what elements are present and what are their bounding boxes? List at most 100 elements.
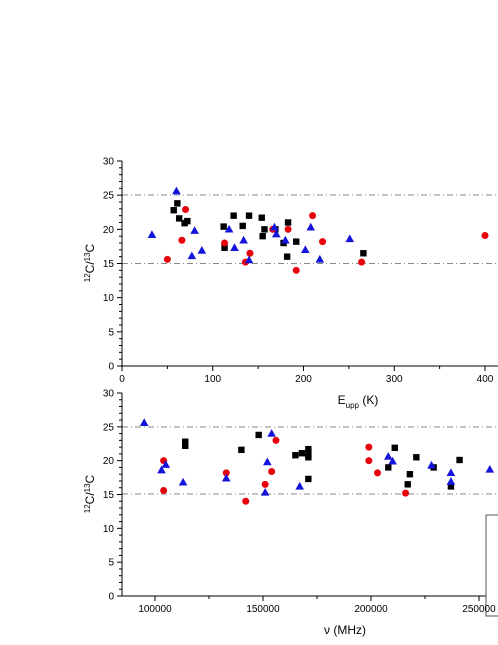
x-tick-label: 400 — [477, 374, 494, 385]
y-tick-label: 0 — [108, 362, 114, 373]
y-tick-label: 15 — [103, 259, 115, 270]
x-axis-title: ν (MHz) — [324, 623, 366, 637]
data-point-triangle — [244, 255, 254, 264]
data-point-triangle — [281, 235, 290, 244]
data-point-triangle — [239, 235, 248, 244]
data-point-triangle — [147, 230, 157, 238]
data-point-triangle — [295, 481, 305, 490]
data-point-triangle — [306, 222, 316, 231]
y-tick-label: 20 — [103, 456, 115, 467]
data-point-triangle — [446, 477, 456, 485]
data-point-square — [182, 442, 189, 449]
data-point-triangle — [178, 477, 188, 486]
data-point-square — [174, 200, 181, 207]
data-point-square — [230, 212, 237, 219]
data-point-square — [239, 222, 246, 230]
data-point-square — [293, 238, 300, 245]
data-point-triangle — [139, 418, 149, 426]
data-point-triangle — [271, 229, 281, 238]
data-points — [147, 186, 489, 274]
data-point-square — [259, 232, 266, 240]
data-point-circle — [272, 436, 280, 444]
data-point-triangle — [383, 452, 393, 460]
data-point-square — [221, 244, 228, 251]
x-tick-label: 250000 — [462, 604, 496, 615]
y-tick-label: 30 — [103, 389, 115, 400]
data-point-square — [447, 483, 455, 490]
data-point-triangle — [267, 429, 276, 437]
data-point-triangle — [301, 245, 310, 254]
x-axis-title: Eupp (K) — [338, 393, 379, 410]
legend-box — [485, 514, 498, 617]
data-point-circle — [358, 258, 366, 266]
x-tick-label: 0 — [119, 374, 125, 385]
data-point-triangle — [446, 468, 456, 477]
data-point-square — [305, 451, 312, 458]
data-point-square — [238, 446, 245, 454]
data-point-square — [360, 250, 367, 257]
data-point-circle — [246, 249, 254, 257]
x-tick-label: 200 — [295, 374, 312, 385]
data-point-square — [258, 214, 265, 221]
data-point-triangle — [427, 460, 436, 469]
data-point-circle — [178, 236, 186, 244]
data-point-circle — [261, 480, 269, 488]
data-point-square — [220, 223, 227, 230]
data-point-circle — [292, 266, 300, 274]
data-point-square — [284, 219, 292, 226]
panel-bottom-frequency: 0 5 10 15 20 25 30 100000 150000 200000 250000 ν (… — [83, 389, 498, 637]
data-point-square — [305, 475, 312, 483]
data-point-triangle — [345, 234, 355, 243]
axis-ticks: 0 5 10 15 20 25 30 100000 150000 200000 250000 — [103, 389, 496, 616]
data-point-circle — [182, 206, 190, 214]
data-point-square — [170, 207, 177, 214]
x-tick-label: 200000 — [354, 604, 388, 615]
data-point-triangle — [270, 222, 279, 231]
data-point-circle — [309, 212, 317, 220]
data-point-triangle — [161, 460, 171, 468]
data-point-circle — [163, 255, 171, 263]
data-point-triangle — [224, 224, 234, 233]
data-point-circle — [268, 467, 276, 475]
x-tick-label: 150000 — [246, 604, 280, 615]
data-point-triangle — [230, 243, 239, 251]
y-tick-label: 25 — [103, 191, 115, 202]
data-point-triangle — [187, 251, 197, 260]
data-point-square — [182, 438, 189, 445]
y-axis-title: 12C/13C — [83, 243, 97, 282]
data-point-circle — [402, 489, 410, 497]
data-point-circle — [481, 231, 489, 239]
y-tick-label: 15 — [103, 490, 115, 501]
data-point-square — [404, 481, 411, 488]
data-point-circle — [319, 238, 327, 246]
y-tick-label: 20 — [103, 225, 115, 236]
data-point-circle — [365, 443, 373, 451]
data-point-square — [456, 456, 463, 464]
data-point-square — [283, 253, 291, 260]
data-point-triangle — [190, 226, 199, 234]
data-point-square — [391, 444, 398, 452]
data-point-square — [175, 215, 183, 222]
y-tick-label: 10 — [103, 293, 115, 304]
data-point-square — [413, 454, 420, 461]
data-point-triangle — [221, 473, 231, 482]
x-tick-label: 100 — [204, 374, 221, 385]
data-point-triangle — [315, 254, 325, 263]
data-point-circle — [242, 497, 250, 505]
y-tick-label: 10 — [103, 524, 115, 535]
data-points — [139, 418, 495, 505]
data-point-square — [261, 226, 268, 233]
data-point-circle — [365, 457, 373, 465]
x-tick-label: 300 — [386, 374, 403, 385]
y-tick-label: 0 — [108, 592, 114, 603]
data-point-square — [184, 217, 191, 225]
data-point-square — [406, 471, 414, 478]
data-point-triangle — [260, 487, 270, 496]
data-point-square — [298, 450, 306, 457]
data-point-circle — [284, 225, 292, 233]
data-point-triangle — [485, 464, 495, 473]
data-point-circle — [222, 469, 230, 477]
data-point-triangle — [172, 186, 181, 195]
